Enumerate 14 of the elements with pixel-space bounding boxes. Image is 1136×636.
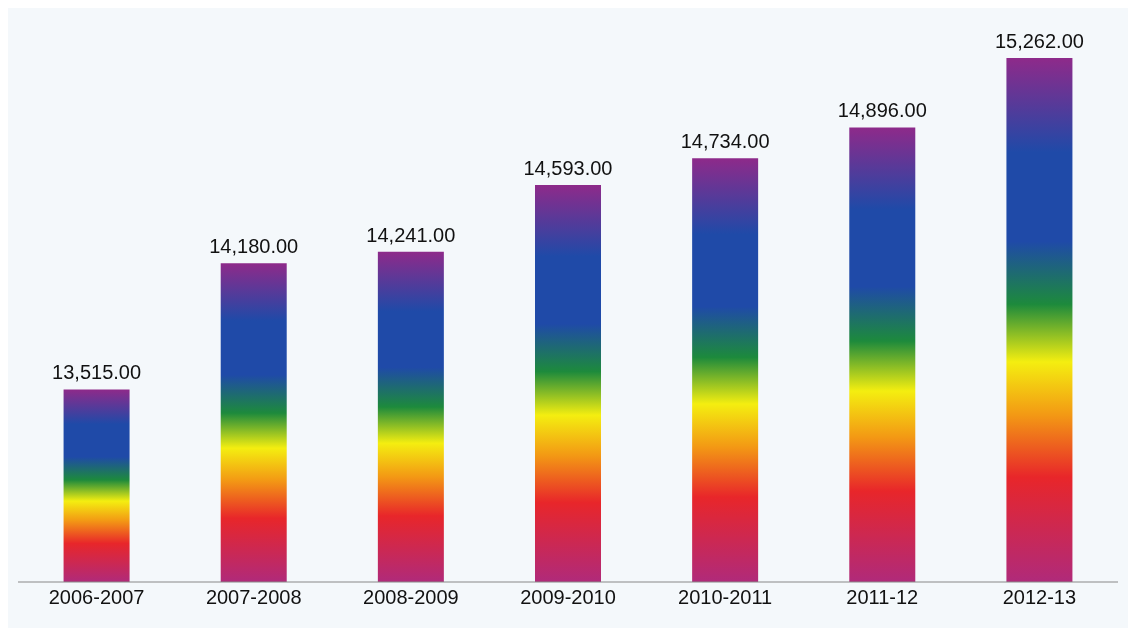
data-label: 14,241.00 <box>366 223 456 246</box>
data-label: 13,515.00 <box>52 361 142 384</box>
x-tick-label: 2007-2008 <box>205 586 302 609</box>
data-label: 14,593.00 <box>523 156 613 179</box>
x-tick-label: 2011-12 <box>846 586 919 609</box>
data-label: 14,734.00 <box>680 130 770 153</box>
data-label: 14,180.00 <box>209 235 299 258</box>
data-label: 14,896.00 <box>837 99 927 122</box>
x-tick-label: 2008-2009 <box>363 586 459 609</box>
x-tick-label: 2012-13 <box>1002 586 1077 609</box>
x-tick-label: 2010-2011 <box>678 586 773 609</box>
x-tick-label: 2009-2010 <box>520 586 616 609</box>
x-tick-label: 2006-2007 <box>48 586 145 609</box>
data-label: 15,262.00 <box>994 30 1084 52</box>
